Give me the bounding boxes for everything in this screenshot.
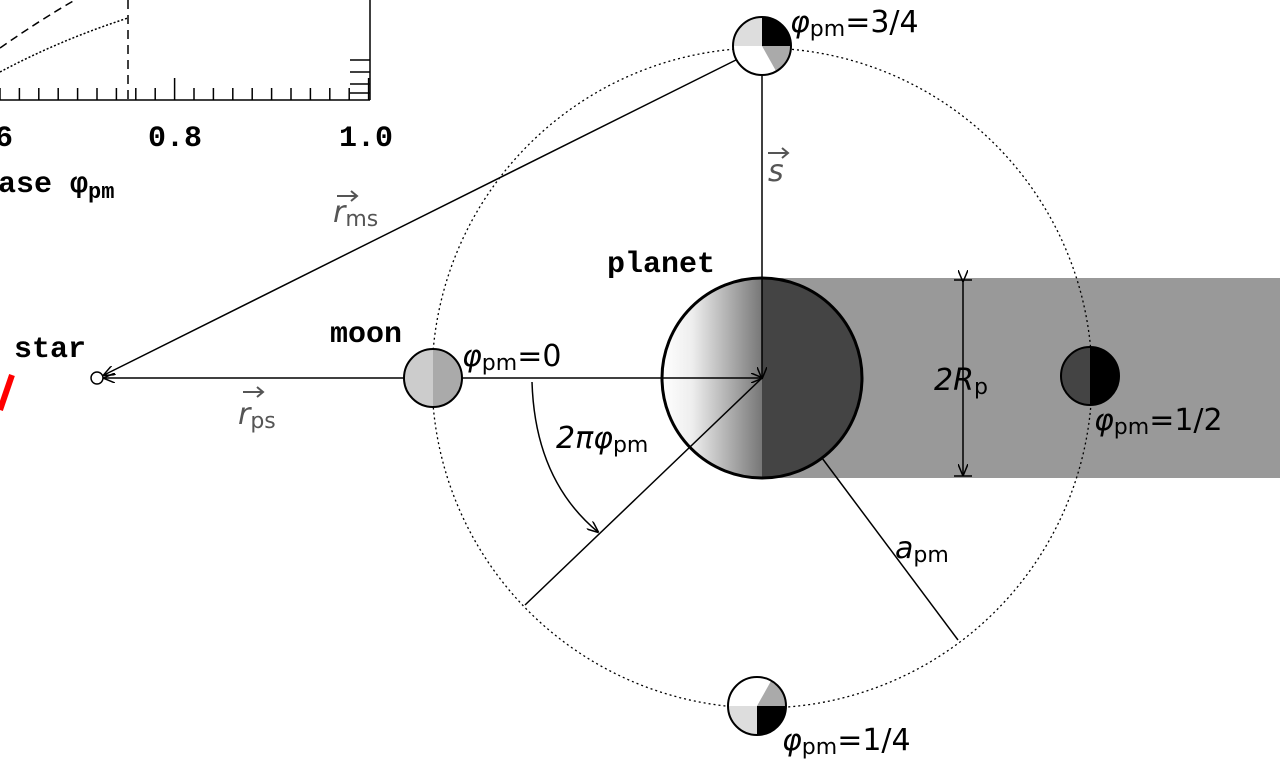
tick-label: 6 (0, 122, 13, 156)
angle-label: 2πφpm (556, 421, 648, 458)
svg-text:s: s (768, 154, 784, 189)
phase-label: φpm=0 (462, 339, 561, 376)
tick-label: 0.8 (148, 122, 202, 156)
diagram: 6 0.8 1.0 ase φpm (0, 0, 1280, 760)
moon-phase-1-4 (728, 677, 786, 735)
phase-label: φpm=1/2 (1094, 403, 1223, 440)
plot-curve (0, 18, 128, 72)
star-label: star (14, 333, 86, 367)
svg-text:rms: rms (333, 195, 378, 232)
radius-line (525, 378, 762, 605)
moon-phase-3-4 (733, 17, 791, 75)
plot-fragment: 6 0.8 1.0 ase φpm (0, 0, 393, 205)
s-label: s (768, 148, 788, 189)
apm-label: apm (895, 531, 949, 568)
rms-label: rms (333, 191, 378, 232)
svg-text:rps: rps (238, 397, 276, 434)
rps-label: rps (238, 387, 276, 434)
axis-label: ase φpm (0, 168, 114, 205)
moon-label: moon (330, 318, 402, 352)
planet-label: planet (607, 248, 715, 282)
phase-label: φpm=1/4 (782, 723, 911, 760)
red-mark (0, 375, 12, 410)
vector-rms (104, 48, 760, 375)
star (91, 372, 103, 384)
moon-phase-0 (404, 349, 462, 407)
phase-label: φpm=3/4 (790, 5, 919, 42)
angle-arrow (532, 382, 598, 532)
plot-curve (0, 0, 75, 48)
tick-label: 1.0 (339, 122, 393, 156)
moon-phase-1-2 (1061, 347, 1119, 405)
plot-ticks (0, 60, 370, 100)
